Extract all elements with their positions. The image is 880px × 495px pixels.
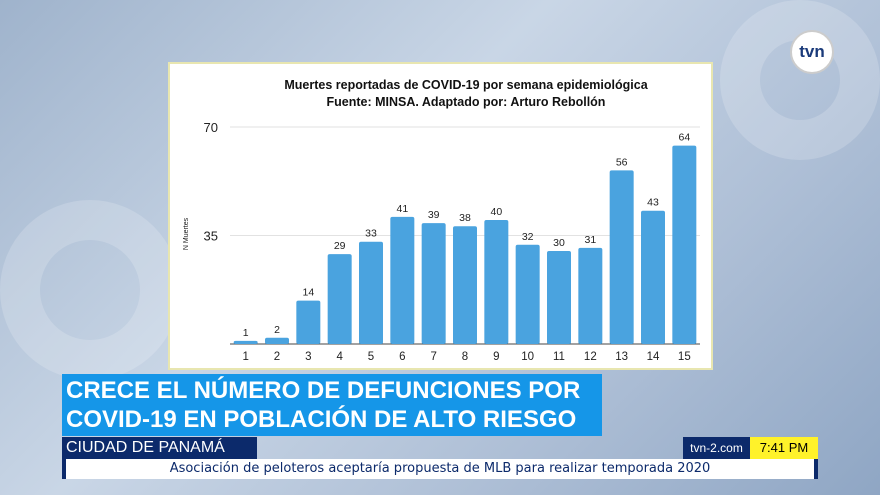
website-label: tvn-2.com — [683, 437, 750, 459]
bar — [327, 254, 352, 344]
data-label: 30 — [553, 237, 565, 249]
bar — [672, 145, 697, 344]
bar — [641, 210, 665, 344]
x-tick-label: 4 — [336, 351, 343, 363]
y-tick-label: 70 — [204, 120, 218, 135]
bar — [233, 340, 258, 344]
bar — [484, 220, 509, 344]
bar — [515, 244, 540, 344]
y-tick-label: 35 — [204, 229, 218, 244]
chart-subtitle: Fuente: MINSA. Adaptado por: Arturo Rebo… — [327, 95, 606, 109]
data-label: 29 — [334, 240, 346, 252]
bar-chart: Muertes reportadas de COVID-19 por seman… — [183, 78, 700, 363]
data-label: 41 — [396, 203, 408, 215]
x-tick-label: 11 — [553, 351, 565, 363]
x-tick-label: 15 — [678, 351, 691, 363]
x-tick-label: 14 — [647, 351, 660, 363]
headline-line-1: CRECE EL NÚMERO DE DEFUNCIONES POR — [66, 377, 581, 404]
x-tick-label: 10 — [521, 351, 534, 363]
x-tick-label: 3 — [305, 351, 311, 363]
data-label: 2 — [274, 324, 280, 336]
bar — [547, 251, 571, 344]
data-label: 64 — [678, 132, 690, 144]
data-label: 40 — [490, 206, 502, 218]
bar — [296, 300, 321, 344]
x-tick-label: 8 — [462, 351, 468, 363]
x-tick-label: 2 — [274, 351, 280, 363]
x-tick-label: 5 — [368, 351, 374, 363]
chart-panel: Muertes reportadas de COVID-19 por seman… — [168, 62, 713, 370]
bar — [578, 247, 603, 344]
headline-line-2: COVID-19 EN POBLACIÓN DE ALTO RIESGO — [66, 406, 577, 433]
x-tick-label: 7 — [430, 351, 436, 363]
data-label: 33 — [365, 228, 377, 240]
data-label: 43 — [647, 197, 659, 209]
chart-title: Muertes reportadas de COVID-19 por seman… — [284, 78, 648, 92]
background-decoration — [720, 0, 880, 160]
data-label: 39 — [428, 209, 440, 221]
x-tick-label: 12 — [584, 351, 597, 363]
data-label: 38 — [459, 212, 471, 224]
x-tick-label: 9 — [493, 351, 499, 363]
data-label: 31 — [584, 234, 596, 246]
data-label: 56 — [616, 156, 628, 168]
x-tick-label: 1 — [242, 351, 248, 363]
bar — [359, 241, 383, 344]
x-tick-label: 13 — [615, 351, 628, 363]
bar — [265, 337, 289, 344]
location-label: CIUDAD DE PANAMÁ — [62, 437, 257, 459]
news-ticker: Asociación de peloteros aceptaría propue… — [62, 459, 818, 479]
data-label: 14 — [302, 287, 314, 299]
headline-banner: CRECE EL NÚMERO DE DEFUNCIONES POR COVID… — [62, 374, 602, 436]
time-label: 7:41 PM — [750, 437, 818, 459]
bar — [390, 216, 415, 344]
data-label: 32 — [522, 231, 534, 243]
background-decoration — [0, 200, 180, 380]
bar — [453, 226, 477, 344]
x-tick-label: 6 — [399, 351, 405, 363]
y-axis-label: N Muertes — [183, 217, 190, 250]
tvn-logo: tvn — [790, 30, 834, 74]
bar — [609, 170, 634, 344]
data-label: 1 — [243, 327, 249, 339]
bar — [421, 223, 446, 344]
